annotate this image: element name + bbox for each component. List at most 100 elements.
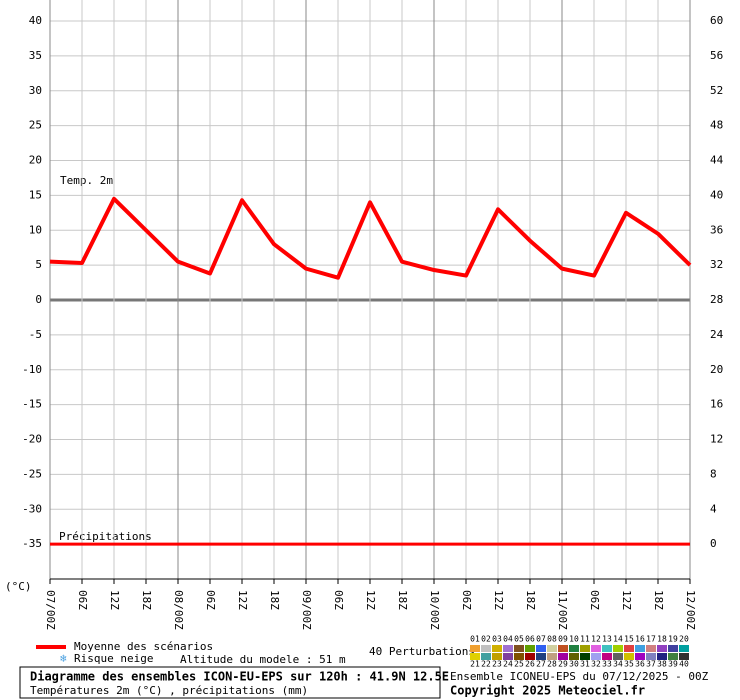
perturbation-id: 26 bbox=[525, 660, 535, 669]
x-tick-label: 12/00Z bbox=[684, 590, 697, 630]
perturbation-swatch bbox=[591, 645, 601, 652]
altitude: Altitude du modele : 51 m bbox=[180, 653, 346, 666]
y2-tick-label: 16 bbox=[710, 398, 723, 411]
perturbation-id: 08 bbox=[547, 635, 557, 644]
x-tick-label: 08/00Z bbox=[172, 590, 185, 630]
perturbation-swatch bbox=[657, 653, 667, 660]
perturbation-swatch bbox=[569, 645, 579, 652]
x-tick-label: 12Z bbox=[620, 590, 633, 610]
perturbation-swatch bbox=[580, 653, 590, 660]
x-tick-label: 06Z bbox=[204, 590, 217, 610]
perturbation-id: 04 bbox=[503, 635, 513, 644]
perturbation-id: 14 bbox=[613, 635, 623, 644]
perturbation-swatch bbox=[470, 653, 480, 660]
perturbation-id: 10 bbox=[569, 635, 579, 644]
x-tick-label: 12Z bbox=[492, 590, 505, 610]
x-tick-label: 06Z bbox=[588, 590, 601, 610]
perturbation-swatch bbox=[481, 645, 491, 652]
perturbation-swatch bbox=[668, 653, 678, 660]
y-tick-label: 35 bbox=[29, 49, 42, 62]
y-tick-label: -25 bbox=[22, 467, 42, 480]
x-tick-label: 10/00Z bbox=[428, 590, 441, 630]
perturbation-swatch bbox=[646, 653, 656, 660]
perturbation-id: 20 bbox=[679, 635, 689, 644]
perturbation-id: 17 bbox=[646, 635, 656, 644]
perturbation-swatch bbox=[668, 645, 678, 652]
perturbation-swatch bbox=[558, 645, 568, 652]
y2-tick-label: 8 bbox=[710, 467, 717, 480]
perturbation-id: 30 bbox=[569, 660, 579, 669]
perturbation-swatch bbox=[558, 653, 568, 660]
perturbation-swatch bbox=[514, 653, 524, 660]
y2-tick-label: 44 bbox=[710, 154, 724, 167]
perturbation-id: 13 bbox=[602, 635, 612, 644]
y2-tick-label: 56 bbox=[710, 49, 723, 62]
copyright: Copyright 2025 Meteociel.fr bbox=[450, 684, 645, 698]
y-tick-label: -20 bbox=[22, 433, 42, 446]
perturbation-id: 07 bbox=[536, 635, 546, 644]
x-tick-label: 18Z bbox=[652, 590, 665, 610]
perturbation-swatch bbox=[503, 653, 513, 660]
perturbation-id: 09 bbox=[558, 635, 568, 644]
precip-label: Précipitations bbox=[59, 530, 152, 543]
y-tick-label: 15 bbox=[29, 188, 42, 201]
perturbation-id: 21 bbox=[470, 660, 480, 669]
x-tick-label: 18Z bbox=[396, 590, 409, 610]
x-tick-label: 12Z bbox=[108, 590, 121, 610]
perturbation-swatch bbox=[657, 645, 667, 652]
perturbation-swatch bbox=[525, 645, 535, 652]
perturbation-id: 37 bbox=[646, 660, 656, 669]
y-tick-label: 40 bbox=[29, 14, 42, 27]
perturbation-swatch bbox=[613, 653, 623, 660]
y2-tick-label: 48 bbox=[710, 119, 723, 132]
y2-tick-label: 40 bbox=[710, 188, 723, 201]
perturbation-id: 01 bbox=[470, 635, 480, 644]
perturbation-swatch bbox=[646, 645, 656, 652]
y2-tick-label: 20 bbox=[710, 363, 723, 376]
y-tick-label: 0 bbox=[35, 293, 42, 306]
perturbation-swatch bbox=[624, 653, 634, 660]
perturbation-id: 31 bbox=[580, 660, 590, 669]
perturbation-id: 25 bbox=[514, 660, 524, 669]
perturbation-swatch bbox=[602, 653, 612, 660]
perturbation-swatch bbox=[635, 645, 645, 652]
x-tick-label: 06Z bbox=[76, 590, 89, 610]
perturbation-swatch bbox=[602, 645, 612, 652]
y2-tick-label: 28 bbox=[710, 293, 723, 306]
x-tick-label: 12Z bbox=[236, 590, 249, 610]
y-tick-label: -10 bbox=[22, 363, 42, 376]
perturbation-swatch bbox=[569, 653, 579, 660]
title: Diagramme des ensembles ICON-EU-EPS sur … bbox=[30, 670, 449, 684]
perturbation-id: 29 bbox=[558, 660, 568, 669]
perturbations-label: 40 Perturbations bbox=[369, 645, 475, 658]
y2-tick-label: 24 bbox=[710, 328, 724, 341]
perturbation-id: 38 bbox=[657, 660, 667, 669]
perturbation-id: 33 bbox=[602, 660, 612, 669]
y2-tick-label: 12 bbox=[710, 433, 723, 446]
y-tick-label: -35 bbox=[22, 537, 42, 550]
perturbation-swatch bbox=[536, 645, 546, 652]
perturbation-swatch bbox=[635, 653, 645, 660]
y-tick-label: 10 bbox=[29, 223, 42, 236]
y-tick-label: -15 bbox=[22, 398, 42, 411]
perturbation-swatch bbox=[591, 653, 601, 660]
perturbation-swatch bbox=[624, 645, 634, 652]
y2-tick-label: 52 bbox=[710, 84, 723, 97]
x-tick-label: 06Z bbox=[332, 590, 345, 610]
perturbation-id: 03 bbox=[492, 635, 502, 644]
y2-tick-label: 4 bbox=[710, 502, 717, 515]
perturbation-id: 05 bbox=[514, 635, 524, 644]
run-info: Ensemble ICONEU-EPS du 07/12/2025 - 00Z bbox=[450, 670, 709, 683]
y2-tick-label: 0 bbox=[710, 537, 717, 550]
legend-label: Moyenne des scénarios bbox=[74, 640, 213, 653]
perturbation-swatch bbox=[492, 653, 502, 660]
y-tick-label: 25 bbox=[29, 119, 42, 132]
subtitle: Températures 2m (°C) , précipitations (m… bbox=[30, 684, 308, 697]
x-tick-label: 06Z bbox=[460, 590, 473, 610]
perturbation-id: 22 bbox=[481, 660, 491, 669]
perturbation-swatch bbox=[580, 645, 590, 652]
title-box bbox=[19, 666, 441, 699]
perturbation-id: 40 bbox=[679, 660, 689, 669]
perturbation-id: 11 bbox=[580, 635, 590, 644]
